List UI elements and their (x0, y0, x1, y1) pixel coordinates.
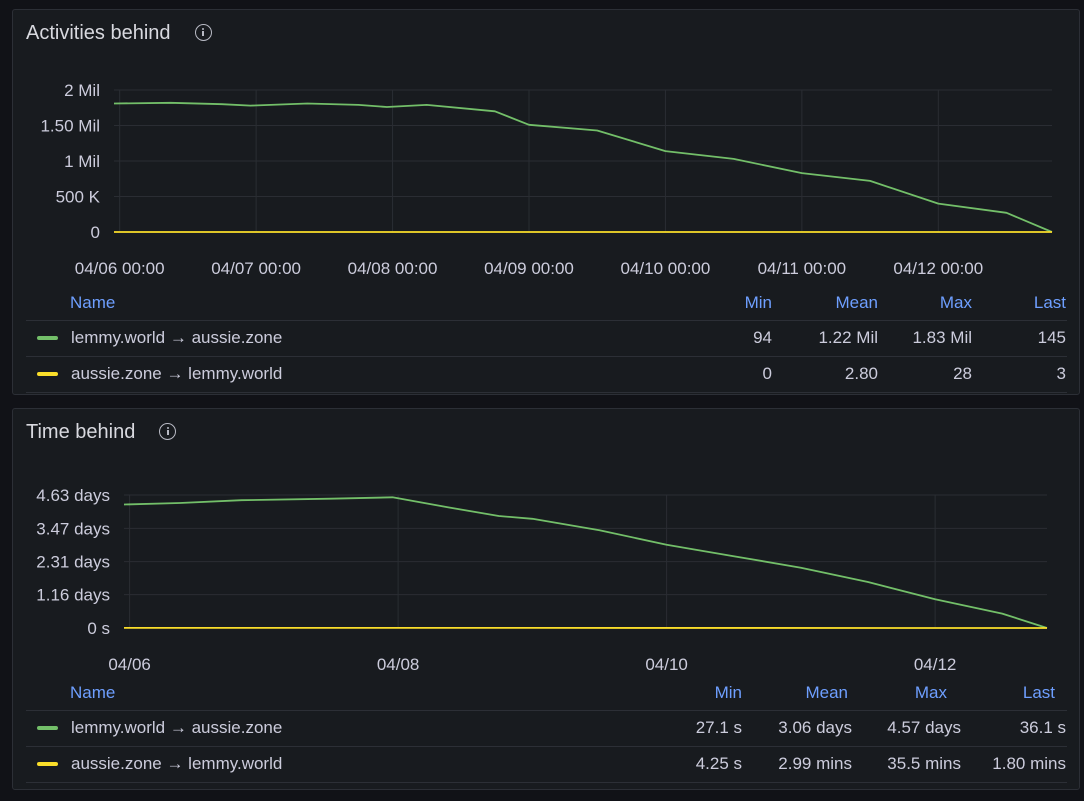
time-behind-chart: 0 s 1.16 days 2.31 days 3.47 days 4.63 days 0… (36, 486, 1048, 674)
y-tick-label: 1.16 days (36, 586, 110, 605)
panel-title: Time behind (26, 421, 177, 444)
y-tick-label: 3.47 days (36, 519, 110, 538)
legend-header: Name Min Mean Max Last (26, 676, 1067, 711)
series-mean: 2.99 mins (778, 754, 852, 773)
y-tick-label: 4.63 days (36, 486, 110, 505)
series-last: 3 (1056, 364, 1066, 383)
x-tick-label: 04/12 (914, 655, 957, 674)
series-min: 27.1 s (695, 718, 742, 737)
y-tick-label: 2.31 days (36, 553, 110, 572)
series-mean: 3.06 days (778, 718, 852, 737)
x-tick-label: 04/10 (645, 655, 688, 674)
info-icon[interactable] (194, 23, 212, 41)
y-tick-label: 0 (91, 223, 100, 242)
series-last: 145 (1037, 328, 1066, 347)
y-tick-label: 0 s (87, 619, 110, 638)
legend-row[interactable]: aussie.zone → lemmy.world 4.25 s 2.99 mi… (26, 747, 1067, 783)
legend-row[interactable]: lemmy.world → aussie.zone 27.1 s 3.06 da… (26, 711, 1067, 747)
series-line-green[interactable] (123, 496, 1048, 629)
legend-header-max[interactable]: Max (914, 683, 947, 702)
series-color-swatch[interactable] (37, 762, 58, 766)
series-color-swatch[interactable] (37, 336, 58, 340)
y-tick-label: 500 K (56, 188, 101, 207)
series-color-swatch[interactable] (37, 372, 58, 376)
info-icon[interactable] (159, 422, 177, 440)
y-tick-label: 1.50 Mil (40, 117, 100, 136)
legend-row[interactable]: lemmy.world → aussie.zone 94 1.22 Mil 1.… (26, 321, 1067, 357)
activities-behind-panel: Activities behind 0 500 K 1 Mil 1.50 Mil 2 M… (12, 9, 1080, 395)
series-line-green[interactable] (113, 101, 1053, 233)
series-max: 28 (953, 364, 972, 383)
legend-table: Name Min Mean Max Last lemmy.world → aus… (26, 286, 1067, 393)
series-mean: 1.22 Mil (818, 328, 878, 347)
series-color-swatch[interactable] (37, 726, 58, 730)
legend-header-name[interactable]: Name (70, 683, 116, 702)
series-min: 0 (762, 364, 772, 383)
legend-header-name[interactable]: Name (70, 293, 116, 312)
x-tick-label: 04/08 (377, 655, 420, 674)
legend-table: Name Min Mean Max Last lemmy.world → aus… (26, 676, 1067, 783)
series-last: 1.80 mins (992, 754, 1066, 773)
legend-header-min[interactable]: Min (714, 683, 742, 702)
legend-header-max[interactable]: Max (939, 293, 972, 312)
series-name[interactable]: aussie.zone → lemmy.world (71, 364, 283, 383)
y-tick-label: 2 Mil (64, 81, 100, 100)
y-tick-label: 1 Mil (64, 152, 100, 171)
series-mean: 2.80 (844, 364, 878, 383)
x-tick-label: 04/08 00:00 (348, 259, 438, 278)
legend-header-min[interactable]: Min (744, 293, 772, 312)
time-behind-panel: Time behind 0 s 1.16 days 2.31 days 3.47 da… (12, 408, 1080, 790)
panel-title: Activities behind (26, 22, 212, 45)
legend-row[interactable]: aussie.zone → lemmy.world 0 2.80 28 3 (26, 357, 1067, 393)
series-name[interactable]: lemmy.world → aussie.zone (71, 328, 283, 347)
series-max: 4.57 days (887, 718, 961, 737)
series-last: 36.1 s (1019, 718, 1066, 737)
series-name[interactable]: aussie.zone → lemmy.world (71, 754, 283, 773)
series-max: 35.5 mins (887, 754, 961, 773)
legend-header-last[interactable]: Last (1033, 293, 1066, 312)
legend-header-mean[interactable]: Mean (835, 293, 878, 312)
series-name[interactable]: lemmy.world → aussie.zone (71, 718, 283, 737)
legend-header-last[interactable]: Last (1022, 683, 1055, 702)
x-tick-label: 04/07 00:00 (211, 259, 301, 278)
legend-header-mean[interactable]: Mean (805, 683, 848, 702)
x-tick-label: 04/10 00:00 (621, 259, 711, 278)
grid-lines (114, 89, 1052, 233)
series-max: 1.83 Mil (912, 328, 972, 347)
series-min: 94 (753, 328, 772, 347)
grid-lines (124, 494, 1047, 629)
series-min: 4.25 s (695, 754, 742, 773)
x-tick-label: 04/12 00:00 (893, 259, 983, 278)
x-tick-label: 04/06 00:00 (75, 259, 165, 278)
x-tick-label: 04/11 00:00 (758, 259, 847, 278)
x-tick-label: 04/06 (108, 655, 151, 674)
legend-header: Name Min Mean Max Last (26, 286, 1067, 321)
activities-behind-chart: 0 500 K 1 Mil 1.50 Mil 2 Mil 04/06 00:00 04/07… (40, 81, 1053, 278)
x-tick-label: 04/09 00:00 (484, 259, 574, 278)
